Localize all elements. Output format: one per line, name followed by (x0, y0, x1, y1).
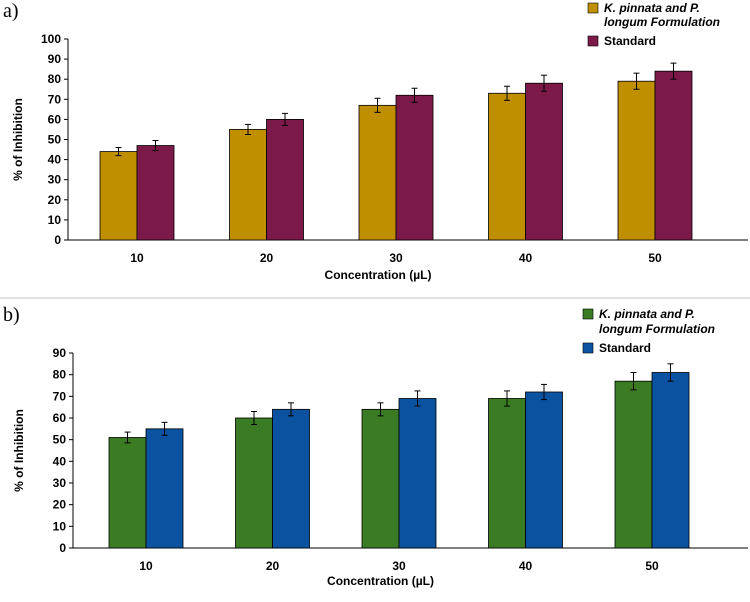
chartb-y-tick-label: 20 (53, 498, 67, 512)
chartb-bar-s2-50 (651, 372, 690, 549)
chart-panel-a: a) 0 10 20 30 40 50 60 70 80 90 100 10 20 30 40 50 Concen… (3, 0, 748, 282)
charta-x-tick-label: 30 (389, 251, 403, 265)
chartb-bar-s2-30 (398, 398, 437, 549)
chartb-x-tick-label: 10 (139, 559, 153, 573)
chartb-bar-s2-40 (525, 391, 563, 549)
charta-panel-label: a) (3, 0, 19, 22)
chartb-y-tick-label: 90 (53, 346, 67, 360)
charta-legend-swatch-2 (587, 35, 599, 47)
charta-bar-s1-30 (358, 104, 397, 241)
charta-x-axis-title: Concentration (µL) (325, 268, 432, 282)
chartb-x-tick-label: 30 (392, 559, 406, 573)
chartb-y-tick-label: 30 (53, 476, 67, 490)
chartb-panel-label: b) (3, 304, 20, 326)
charta-bar-s2-30 (395, 94, 434, 241)
chartb-y-tick-label: 0 (59, 541, 66, 555)
chartb-y-tick-label: 70 (53, 389, 67, 403)
chartb-x-axis-title: Concentration (µL) (327, 574, 434, 588)
chartb-bar-s1-20 (235, 417, 273, 549)
chartb-bar-s1-40 (488, 398, 526, 549)
chartb-y-tick-label: 40 (53, 454, 67, 468)
chartb-y-tick-label: 60 (53, 411, 67, 425)
charta-legend-label-1: K. pinnata and P. longum Formulation (604, 1, 720, 29)
charta-y-tick-label: 100 (41, 32, 61, 46)
chartb-legend-label-2: Standard (599, 341, 651, 355)
chartb-y-tick-label: 80 (53, 368, 67, 382)
charta-bar-s1-20 (229, 129, 267, 241)
charta-y-tick-label: 90 (48, 52, 62, 66)
charta-bar-s1-10 (99, 151, 138, 241)
chartb-x-tick-label: 40 (519, 559, 533, 573)
charta-y-tick-label: 20 (48, 193, 62, 207)
chartb-y-tick-label: 50 (53, 433, 67, 447)
charta-legend-label-2: Standard (604, 34, 656, 48)
charta-y-tick-label: 40 (48, 153, 62, 167)
charta-y-tick-label: 70 (48, 92, 62, 106)
chartb-x-tick-label: 20 (266, 559, 280, 573)
charta-y-tick-label: 10 (48, 213, 62, 227)
chartb-bar-s1-10 (108, 437, 147, 549)
chartb-bar-s1-30 (361, 408, 400, 549)
charta-bar-s2-20 (266, 119, 304, 241)
charta-x-tick-label: 10 (130, 251, 144, 265)
charta-legend: K. pinnata and P. longum Formulation Stand… (587, 1, 720, 48)
chartb-legend-swatch-1 (582, 308, 594, 320)
charta-x-tick-label: 40 (519, 251, 533, 265)
charta-x-tick-label: 50 (648, 251, 662, 265)
charta-bar-s1-40 (488, 92, 526, 241)
charta-y-tick-label: 60 (48, 112, 62, 126)
charta-y-tick-label: 50 (48, 133, 62, 147)
charta-bar-s1-50 (617, 80, 656, 241)
chartb-legend-label-1: K. pinnata and P. longum Formulation (599, 307, 715, 336)
charta-bar-s2-50 (654, 70, 693, 241)
charta-x-tick-label: 20 (260, 251, 274, 265)
charta-y-tick-label: 30 (48, 173, 62, 187)
chartb-bar-s2-20 (272, 408, 310, 549)
chartb-legend-swatch-2 (582, 342, 594, 354)
chartb-y-tick-label: 10 (53, 519, 67, 533)
chart-panel-b: b) 0 10 20 30 40 50 60 70 80 90 10 20 30 40 50 Concentra… (3, 304, 748, 588)
chartb-y-axis-title: % of Inhibition (12, 409, 26, 492)
chartb-legend: K. pinnata and P. longum Formulation Stand… (582, 307, 715, 355)
charta-bar-s2-10 (136, 145, 175, 241)
chartb-bar-s1-50 (614, 380, 653, 549)
chartb-x-tick-label: 50 (645, 559, 659, 573)
charta-y-axis-title: % of Inhibition (11, 98, 25, 181)
charta-y-tick-label: 0 (54, 233, 61, 247)
charta-y-tick-label: 80 (48, 72, 62, 86)
charta-bar-s2-40 (525, 82, 563, 241)
charta-legend-swatch-1 (587, 2, 599, 14)
chartb-bar-s2-10 (145, 428, 184, 549)
